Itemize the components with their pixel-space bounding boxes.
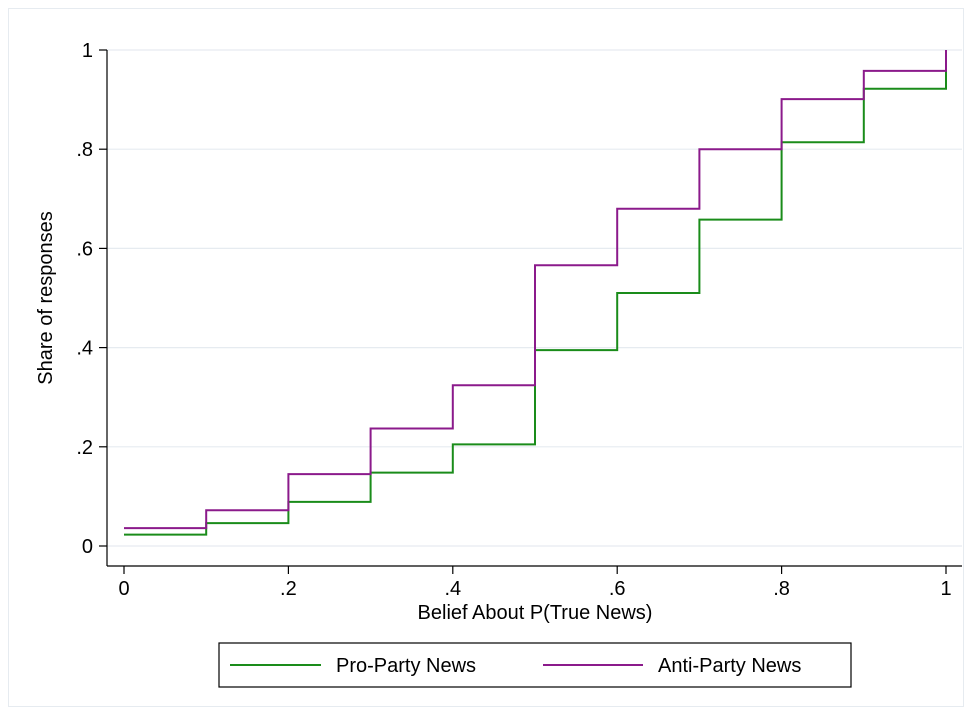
y-tick-label: .6 <box>76 238 93 260</box>
y-tick-label: .8 <box>76 139 93 161</box>
axes <box>106 50 962 567</box>
legend-label-pro-party: Pro-Party News <box>336 655 476 677</box>
x-tick-label: .6 <box>609 578 626 600</box>
x-tick-label: 0 <box>118 578 129 600</box>
x-tick-label: .8 <box>773 578 790 600</box>
series-lines <box>124 50 947 536</box>
x-tick-label: .2 <box>280 578 297 600</box>
y-tick-label: 0 <box>82 536 93 558</box>
grid-lines <box>107 49 962 547</box>
y-tick-label: .4 <box>76 338 93 360</box>
series-line-anti-party <box>124 50 947 530</box>
chart-frame <box>8 8 964 707</box>
x-ticks: 0 .2 .4 .6 .8 1 <box>118 566 952 600</box>
legend: Pro-Party News Anti-Party News <box>218 642 852 688</box>
x-axis-title: Belief About P(True News) <box>418 602 653 624</box>
x-tick-label: 1 <box>940 578 951 600</box>
y-tick-label: 1 <box>82 40 93 62</box>
y-axis-title: Share of responses <box>35 211 57 384</box>
y-ticks: 0 .2 .4 .6 .8 1 <box>76 40 107 558</box>
x-tick-label: .4 <box>444 578 461 600</box>
legend-box <box>218 642 852 688</box>
y-tick-label: .2 <box>76 437 93 459</box>
legend-label-anti-party: Anti-Party News <box>658 655 801 677</box>
